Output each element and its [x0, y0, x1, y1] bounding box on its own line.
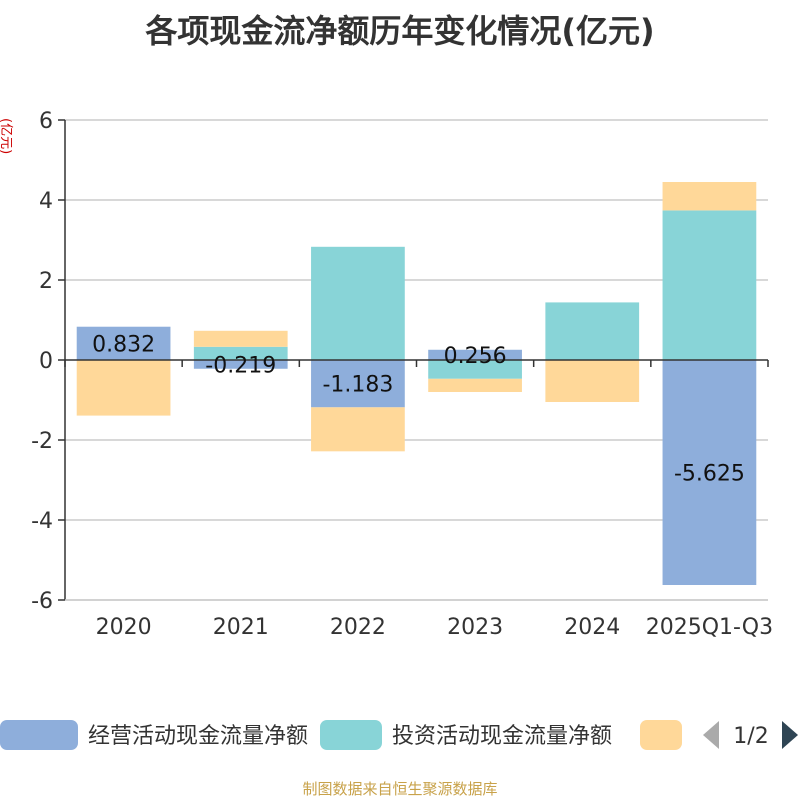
bar-segment [428, 378, 522, 392]
bar-segment [311, 360, 405, 408]
x-tick-label: 2024 [564, 615, 620, 640]
data-label: -1.183 [322, 373, 393, 398]
data-label: 0.832 [92, 332, 155, 357]
y-tick-label: 6 [39, 109, 53, 134]
axes: -6 -4 -2 0 2 4 6 2020 2021 2022 2023 2024 2025Q1-Q3 [31, 109, 773, 640]
x-tick-label: 2022 [330, 615, 386, 640]
y-tick-label: -2 [31, 429, 53, 454]
bar-segment [193, 330, 288, 347]
data-labels: 0.832 -0.219 -1.183 0.256 -5.625 [92, 332, 745, 486]
x-tick-label: 2025Q1-Q3 [646, 615, 773, 640]
y-tick-label: 4 [39, 189, 53, 214]
chart-title: 各项现金流净额历年变化情况(亿元) [145, 12, 655, 50]
legend-swatch [640, 720, 682, 750]
bar-segment [545, 360, 640, 402]
pager-next-icon [782, 721, 798, 749]
legend-label: 投资活动现金流量净额 [392, 724, 612, 749]
pager-prev-icon [703, 721, 719, 749]
y-tick-label: -4 [31, 509, 53, 534]
legend-swatch [320, 720, 382, 750]
data-label: -5.625 [674, 462, 745, 487]
legend[interactable]: 经营活动现金流量净额 投资活动现金流量净额 1/2 [0, 720, 798, 750]
data-label: 0.256 [444, 344, 507, 369]
bar-segment [428, 349, 522, 360]
bar-segment [428, 360, 522, 379]
bars [76, 182, 757, 585]
x-tick-label: 2023 [447, 615, 503, 640]
bar-segment [311, 407, 405, 452]
bar-segment [76, 326, 171, 360]
source-note: 制图数据来自恒生聚源数据库 [302, 780, 498, 798]
legend-label: 经营活动现金流量净额 [88, 724, 308, 749]
bar-segment [662, 210, 757, 360]
y-axis-unit-label: (亿元) [0, 118, 13, 154]
x-tick-label: 2020 [96, 615, 152, 640]
bar-segment [193, 346, 288, 360]
x-tick-label: 2021 [213, 615, 269, 640]
legend-swatch [0, 720, 78, 750]
bar-segment [545, 302, 640, 360]
bar-segment [662, 182, 757, 211]
y-tick-label: 0 [39, 349, 53, 374]
bar-segment [76, 360, 171, 416]
y-tick-label: -6 [31, 589, 53, 614]
bar-segment [311, 246, 405, 360]
pager-label: 1/2 [733, 724, 768, 749]
data-label: -0.219 [205, 353, 276, 378]
bar-segment [193, 360, 288, 369]
y-tick-label: 2 [39, 269, 53, 294]
bar-segment [662, 360, 757, 585]
